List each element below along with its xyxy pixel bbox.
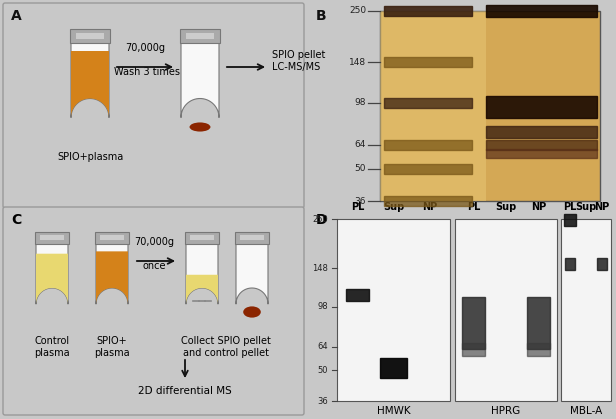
Bar xyxy=(337,219,450,401)
Text: 98: 98 xyxy=(317,303,328,311)
Text: SPIO+
plasma: SPIO+ plasma xyxy=(94,336,130,357)
Text: Collect SPIO pellet
and control pellet: Collect SPIO pellet and control pellet xyxy=(181,336,271,357)
Text: PL: PL xyxy=(467,202,480,212)
Text: SPIO pellet
LC-MS/MS: SPIO pellet LC-MS/MS xyxy=(272,50,325,72)
Polygon shape xyxy=(380,358,407,378)
Polygon shape xyxy=(36,242,68,304)
Polygon shape xyxy=(564,214,576,226)
Bar xyxy=(455,219,557,401)
Polygon shape xyxy=(384,98,472,108)
Polygon shape xyxy=(36,253,68,304)
Text: NP: NP xyxy=(422,202,437,212)
Polygon shape xyxy=(485,126,597,138)
Polygon shape xyxy=(186,242,218,304)
Text: 36: 36 xyxy=(354,197,366,205)
Polygon shape xyxy=(384,140,472,150)
FancyBboxPatch shape xyxy=(3,3,304,208)
Text: 148: 148 xyxy=(349,58,366,67)
Text: D: D xyxy=(316,213,328,227)
Bar xyxy=(70,29,110,44)
Polygon shape xyxy=(462,342,485,356)
Polygon shape xyxy=(186,275,218,304)
Polygon shape xyxy=(384,57,472,67)
Text: 70,000g: 70,000g xyxy=(134,237,174,247)
Text: 64: 64 xyxy=(317,342,328,352)
Text: C: C xyxy=(11,213,21,227)
Polygon shape xyxy=(565,258,575,270)
Polygon shape xyxy=(462,297,485,349)
Ellipse shape xyxy=(243,306,261,318)
Polygon shape xyxy=(71,51,109,117)
Bar xyxy=(180,29,220,44)
Bar xyxy=(40,235,64,240)
Text: Sup: Sup xyxy=(495,202,517,212)
Polygon shape xyxy=(96,242,128,304)
Bar xyxy=(380,11,600,201)
Text: Wash 3 times: Wash 3 times xyxy=(114,67,180,77)
Bar xyxy=(76,34,104,39)
Text: Control
plasma: Control plasma xyxy=(34,336,70,357)
Polygon shape xyxy=(236,242,268,304)
Polygon shape xyxy=(384,6,472,16)
Bar xyxy=(35,232,69,244)
Bar xyxy=(190,235,214,240)
Text: 70,000g: 70,000g xyxy=(125,43,165,53)
Text: MBL-A: MBL-A xyxy=(570,406,602,416)
Text: A: A xyxy=(11,9,22,23)
Text: Sup: Sup xyxy=(575,202,597,212)
Bar xyxy=(95,232,129,244)
Bar xyxy=(100,235,124,240)
Text: 50: 50 xyxy=(317,366,328,375)
Ellipse shape xyxy=(190,122,211,132)
Bar xyxy=(380,11,485,201)
Text: NP: NP xyxy=(594,202,610,212)
Text: PL: PL xyxy=(351,202,364,212)
Text: once: once xyxy=(142,261,166,271)
Polygon shape xyxy=(71,41,109,117)
Polygon shape xyxy=(527,342,550,356)
Polygon shape xyxy=(384,196,472,206)
Polygon shape xyxy=(384,164,472,174)
Text: 64: 64 xyxy=(355,140,366,149)
Text: 148: 148 xyxy=(312,264,328,273)
Bar xyxy=(235,232,269,244)
Polygon shape xyxy=(485,96,597,118)
Polygon shape xyxy=(485,149,597,158)
Bar xyxy=(185,232,219,244)
Bar xyxy=(240,235,264,240)
Bar xyxy=(185,34,214,39)
Text: 98: 98 xyxy=(354,98,366,107)
Polygon shape xyxy=(96,251,128,304)
Text: 2D differential MS: 2D differential MS xyxy=(138,386,232,396)
Text: PL: PL xyxy=(563,202,577,212)
FancyBboxPatch shape xyxy=(3,207,304,415)
Polygon shape xyxy=(485,140,597,150)
Text: NP: NP xyxy=(531,202,546,212)
Text: 50: 50 xyxy=(354,164,366,173)
Text: SPIO+plasma: SPIO+plasma xyxy=(57,152,123,162)
Polygon shape xyxy=(181,41,219,117)
Text: Sup: Sup xyxy=(383,202,404,212)
Text: B: B xyxy=(316,9,326,23)
Text: HMWK: HMWK xyxy=(377,406,410,416)
Polygon shape xyxy=(597,258,607,270)
Bar xyxy=(561,219,611,401)
Text: 36: 36 xyxy=(317,396,328,406)
Text: 250: 250 xyxy=(312,215,328,223)
Polygon shape xyxy=(346,289,368,301)
Polygon shape xyxy=(527,297,550,349)
Text: HPRG: HPRG xyxy=(492,406,521,416)
Polygon shape xyxy=(485,5,597,17)
Text: 250: 250 xyxy=(349,7,366,16)
